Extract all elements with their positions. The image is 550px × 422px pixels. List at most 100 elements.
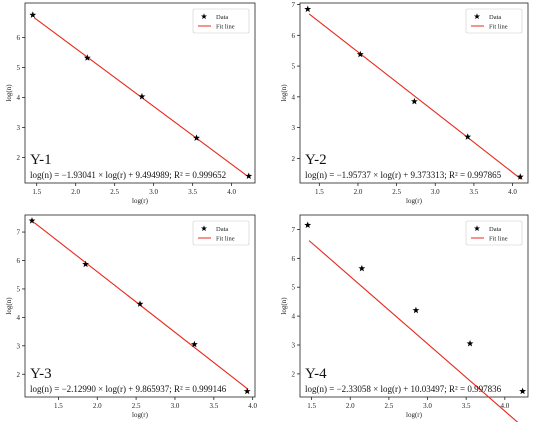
data-point (464, 133, 472, 140)
x-tick-label: 3.5 (209, 402, 218, 410)
y-tick-label: 2 (292, 370, 296, 378)
y-tick-label: 5 (17, 64, 21, 72)
fit-equation: log(n) = −1.95737 × log(r) + 9.373313; R… (305, 170, 502, 180)
chart-panel-1: 1.5 2.0 2.5 3.0 3.5 4.0 2 3 4 5 6 log(r) log(n) Data F… (5, 2, 256, 205)
legend-marker (200, 13, 208, 20)
fit-line (308, 240, 519, 422)
legend-box (192, 220, 250, 246)
x-tick-label: 2.5 (392, 188, 401, 196)
plot-frame (299, 214, 529, 398)
x-tick-label: 3.5 (470, 188, 479, 196)
data-point (243, 387, 251, 395)
data-point (29, 11, 37, 18)
y-axis-label: log(n) (5, 84, 13, 102)
data-point (412, 306, 420, 314)
x-tick-label: 2.5 (110, 188, 119, 196)
y-tick-label: 4 (17, 314, 21, 322)
x-tick-label: 4.0 (248, 402, 257, 410)
x-tick-label: 2.0 (354, 188, 363, 196)
legend: Data Fit line (192, 8, 250, 34)
y-tick-label: 4 (292, 93, 296, 101)
legend-label-data: Data (216, 226, 228, 233)
x-axis-label: log(r) (406, 197, 423, 205)
data-point (466, 339, 474, 347)
x-tick-label: 4.0 (227, 188, 236, 196)
data-point (82, 260, 90, 268)
x-tick-label: 3.0 (149, 188, 158, 196)
y-tick-label: 3 (17, 124, 21, 132)
y-tick-label: 3 (292, 342, 296, 350)
data-point (83, 54, 91, 61)
data-point (516, 173, 524, 180)
legend-box (465, 220, 523, 246)
data-point (138, 93, 146, 100)
legend-label-data: Data (216, 14, 228, 21)
plot-frame (299, 2, 529, 184)
y-tick-label: 2 (292, 155, 296, 163)
panel-label: Y-1 (30, 152, 52, 168)
data-point (304, 5, 312, 13)
legend-label-data: Data (489, 226, 501, 233)
plot-frame (24, 2, 256, 184)
data-point (304, 221, 312, 229)
data-point (358, 264, 366, 272)
y-tick-label: 3 (292, 124, 296, 132)
plot-frame (24, 214, 256, 398)
legend-label-fit: Fit line (216, 236, 235, 243)
legend-label-data: Data (489, 14, 501, 21)
y-tick-label: 6 (292, 32, 296, 40)
legend-box (192, 8, 250, 34)
x-tick-label: 1.5 (315, 188, 324, 196)
y-tick-label: 6 (17, 34, 21, 42)
data-point (28, 217, 36, 224)
legend: Data Fit line (192, 220, 250, 246)
x-tick-label: 3.0 (431, 188, 440, 196)
panel-label: Y-2 (305, 152, 327, 168)
x-tick-label: 4.0 (500, 402, 509, 410)
y-tick-label: 7 (292, 226, 296, 234)
panel-label: Y-3 (30, 366, 52, 382)
y-tick-label: 2 (17, 371, 21, 379)
chart-panel-4: 1.5 2.0 2.5 3.0 3.5 4.0 2 3 4 5 6 7 log(r) log(n) Data… (280, 214, 529, 422)
y-tick-label: 2 (17, 154, 21, 162)
y-tick-label: 5 (292, 63, 296, 71)
x-axis-label: log(r) (406, 411, 423, 419)
x-tick-label: 3.0 (423, 402, 432, 410)
panel-label: Y-4 (305, 366, 327, 382)
y-axis-label: log(n) (280, 297, 288, 315)
chart-panel-2: 1.5 2.0 2.5 3.0 3.5 4.0 2 3 4 5 6 7 log(r) log(n) Data… (280, 1, 529, 205)
data-point (136, 300, 144, 307)
x-tick-label: 3.0 (171, 402, 180, 410)
y-tick-label: 4 (292, 313, 296, 321)
y-tick-label: 7 (292, 1, 296, 9)
x-tick-label: 2.5 (132, 402, 141, 410)
legend-box (465, 8, 523, 34)
x-tick-label: 4.0 (508, 188, 517, 196)
x-tick-label: 1.5 (307, 402, 316, 410)
x-tick-label: 2.0 (93, 402, 102, 410)
fit-equation: log(n) = −2.12990 × log(r) + 9.865937; R… (30, 384, 227, 394)
y-axis-label: log(n) (5, 297, 13, 315)
legend-label-fit: Fit line (489, 236, 508, 243)
fit-equation: log(n) = −2.33058 × log(r) + 10.03497; R… (305, 384, 502, 394)
y-axis-label: log(n) (280, 84, 288, 102)
y-tick-label: 7 (17, 229, 21, 237)
x-axis-label: log(r) (132, 197, 149, 205)
y-tick-label: 6 (292, 255, 296, 263)
x-tick-label: 1.5 (32, 188, 41, 196)
y-tick-label: 3 (17, 342, 21, 350)
y-tick-label: 6 (17, 257, 21, 265)
data-point (193, 134, 200, 141)
x-tick-label: 2.5 (385, 402, 394, 410)
legend-label-fit: Fit line (216, 24, 235, 31)
x-axis-label: log(r) (132, 411, 149, 419)
data-point (190, 340, 198, 348)
legend: Data Fit line (465, 220, 523, 246)
legend-marker (473, 13, 481, 20)
legend: Data Fit line (465, 8, 523, 34)
y-tick-label: 5 (292, 284, 296, 292)
x-tick-label: 3.5 (188, 188, 197, 196)
x-tick-label: 1.5 (54, 402, 63, 410)
chart-panel-3: 1.5 2.0 2.5 3.0 3.5 4.0 2 3 4 5 6 7 log(r) log(n) Data… (5, 214, 258, 419)
